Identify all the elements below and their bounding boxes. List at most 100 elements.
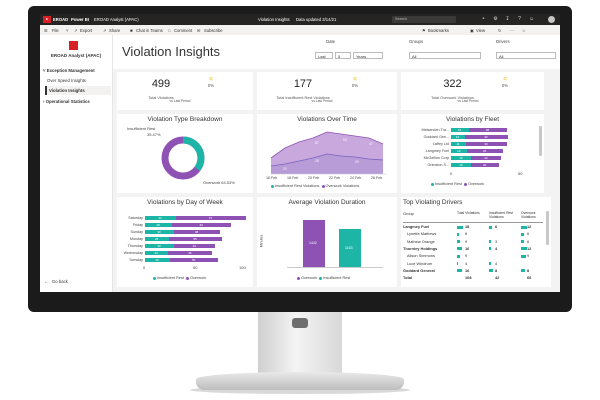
- refresh-icon[interactable]: ↻: [498, 28, 502, 33]
- menu-view[interactable]: View: [476, 28, 486, 33]
- column-header[interactable]: Insufficient Rest Violations: [489, 211, 514, 219]
- bar-overwork[interactable]: [465, 142, 507, 146]
- cell-bar: [521, 254, 526, 258]
- table-row[interactable]: Mathew Orange 9 3 6: [403, 239, 543, 245]
- header-divider: [403, 222, 543, 223]
- bar-overwork[interactable]: [464, 135, 509, 139]
- x-tick: 0: [450, 171, 453, 176]
- go-back-button[interactable]: ← Go back: [44, 279, 68, 284]
- bar-insufficient-rest[interactable]: [451, 149, 468, 153]
- table-row[interactable]: Luce Windrum 4 4: [403, 261, 543, 267]
- bar-overwork[interactable]: [169, 258, 218, 262]
- menu-file[interactable]: File: [52, 28, 59, 33]
- chart-average-duration: Average Violation Duration Minutes 1442 …: [257, 197, 397, 287]
- bar-insufficient-rest[interactable]: [145, 230, 174, 234]
- scrollbar[interactable]: [539, 126, 542, 156]
- cell-name: Mathew Orange: [407, 238, 435, 244]
- bar-insufficient-rest[interactable]: [145, 223, 172, 227]
- donut-slice-rest[interactable]: [161, 136, 205, 180]
- kpi-value: 177: [293, 78, 313, 90]
- column-header[interactable]: Total Violations: [457, 211, 480, 215]
- bar-insufficient-rest[interactable]: [145, 251, 169, 255]
- menu-subscribe[interactable]: Subscribe: [204, 28, 223, 33]
- bar-overwork[interactable]: [173, 244, 216, 248]
- data-label: 28: [315, 159, 319, 163]
- bar-overwork[interactable]: [471, 156, 502, 160]
- legend-item: Overwork Violations: [325, 184, 360, 188]
- bar-insufficient-rest[interactable]: [451, 128, 469, 132]
- bar-overwork[interactable]: [468, 128, 507, 132]
- chart-violations-over-time: Violations Over Time 16 Feb 18 Feb 20 Fe…: [257, 114, 397, 193]
- menu-share[interactable]: Share: [109, 28, 121, 33]
- favorite-icon[interactable]: ☆: [522, 28, 526, 33]
- bar-overwork[interactable]: [173, 230, 220, 234]
- table-row[interactable]: Langmey Fuel 18 6 12: [403, 224, 543, 230]
- menu-export[interactable]: Export: [80, 28, 93, 33]
- kpi-card-insufficient-rest: 177 Total Insufficient Rest Violations =…: [257, 72, 397, 110]
- table-row[interactable]: Alison Simmons 9 9: [403, 253, 543, 259]
- cell-bar: [521, 232, 524, 236]
- column-header[interactable]: Overwork Violations: [521, 211, 536, 219]
- scrollbar[interactable]: [546, 211, 549, 245]
- bar-value: 50: [191, 258, 196, 262]
- table-row[interactable]: Total 108 42 66: [403, 275, 543, 281]
- donut-pct-rest: 35.47%: [147, 132, 161, 137]
- menu-comment[interactable]: Comment: [174, 28, 193, 33]
- hamburger-icon[interactable]: ☰: [44, 28, 48, 33]
- date-mode-select[interactable]: Last: [315, 52, 333, 59]
- table-row[interactable]: Lynette Mathews 6 6: [403, 231, 543, 237]
- table-row[interactable]: Thornley Holdings 16 4 12: [403, 246, 543, 252]
- bar-overwork[interactable]: [175, 216, 246, 220]
- bar-value: 26: [483, 149, 487, 153]
- bar-insufficient-rest[interactable]: [451, 142, 466, 146]
- bell-icon[interactable]: ⚬: [481, 16, 486, 22]
- table-row[interactable]: Goddard General 16 8 8: [403, 268, 543, 274]
- more-icon[interactable]: ⋯: [510, 28, 515, 33]
- area-insufficient-rest[interactable]: [271, 154, 383, 174]
- x-tick: 50: [193, 265, 198, 270]
- cell-rest: 4: [495, 260, 498, 266]
- kpi-value: 322: [443, 78, 462, 90]
- bar-insufficient-rest[interactable]: [145, 237, 169, 241]
- bar-insufficient-rest[interactable]: [451, 163, 472, 167]
- table-top-violating-drivers: Top Violating Drivers Group Total Violat…: [401, 197, 551, 287]
- smiley-icon[interactable]: ☺: [528, 16, 535, 22]
- sidebar-section-exception[interactable]: ˅ Exception Management: [43, 68, 109, 73]
- sidebar-item-violation-insights[interactable]: Violation Insights: [45, 86, 111, 95]
- cell-total: 9: [465, 253, 468, 259]
- menu-chat-teams[interactable]: Chat in Teams: [136, 28, 163, 33]
- search-input[interactable]: Search: [392, 16, 456, 23]
- help-icon[interactable]: ?: [518, 16, 521, 22]
- bar-overwork[interactable]: [171, 223, 232, 227]
- cell-bar: [489, 269, 493, 273]
- groups-select[interactable]: All: [409, 52, 481, 59]
- legend-swatch: [464, 182, 468, 186]
- bar-insufficient-rest[interactable]: [451, 135, 465, 139]
- menu-bookmarks[interactable]: Bookmarks: [428, 28, 449, 33]
- workspace-name[interactable]: EROAD Analyst (APAC): [94, 17, 139, 22]
- column-header[interactable]: Group: [403, 211, 414, 216]
- app-name[interactable]: Power BI: [71, 17, 89, 22]
- bar-insufficient-rest[interactable]: [145, 258, 170, 262]
- bar-overwork[interactable]: [168, 251, 213, 255]
- bar-insufficient-rest[interactable]: [339, 229, 361, 267]
- bar-overwork[interactable]: [467, 149, 503, 153]
- bar-insufficient-rest[interactable]: [145, 216, 176, 220]
- drivers-select[interactable]: All: [496, 52, 556, 59]
- sidebar-item-over-speed[interactable]: Over Speed Insights: [47, 78, 86, 83]
- date-number-input[interactable]: 5: [335, 52, 351, 59]
- bar-overwork[interactable]: [303, 220, 325, 267]
- legend-item: Insufficient Rest: [435, 182, 462, 186]
- download-icon[interactable]: ↧: [505, 16, 510, 22]
- sidebar-section-operational[interactable]: › Operational Statistics: [43, 99, 109, 104]
- bar-insufficient-rest[interactable]: [145, 244, 174, 248]
- cell-bar: [457, 269, 463, 273]
- bar-overwork[interactable]: [169, 237, 222, 241]
- category-label: McGellion Corp: [423, 155, 449, 160]
- stand-cable-slot: [292, 318, 308, 328]
- gear-icon[interactable]: ⚙: [493, 16, 498, 22]
- date-unit-select[interactable]: Years: [353, 52, 383, 59]
- bar-insufficient-rest[interactable]: [451, 156, 472, 160]
- avatar[interactable]: [548, 16, 555, 23]
- bar-overwork[interactable]: [471, 163, 499, 167]
